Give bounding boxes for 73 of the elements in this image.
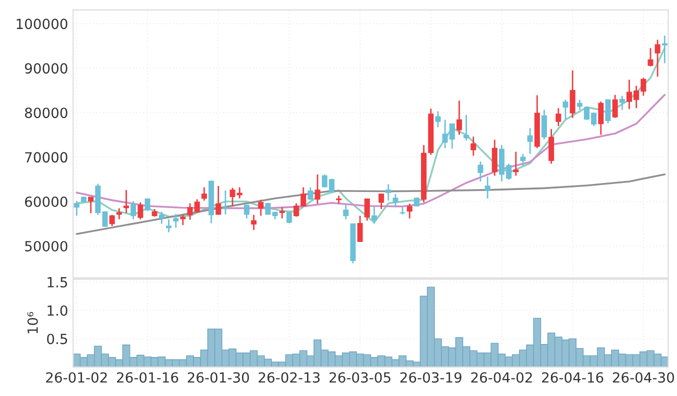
x-tick-label: 26-03-05 [330, 372, 390, 383]
x-tick-label: 26-01-16 [117, 372, 178, 383]
candlestick [314, 174, 320, 204]
y-tick-label: 1.5 [48, 277, 68, 288]
candlestick [556, 107, 562, 127]
candlestick [662, 34, 668, 64]
candlestick [513, 151, 519, 176]
candlestick [378, 192, 384, 210]
candlestick [612, 94, 618, 119]
x-tick-label: 26-04-16 [542, 372, 604, 383]
candlestick [484, 176, 490, 200]
x-tick-label: 26-04-02 [471, 372, 532, 383]
candlestick [123, 189, 130, 214]
candlestick [527, 127, 533, 155]
candlestick [88, 196, 94, 214]
y-tick-label: 100000 [16, 18, 68, 30]
candlestick [357, 215, 363, 243]
y-tick-label: 60000 [25, 196, 68, 207]
y-tick-label: 80000 [25, 108, 68, 118]
candlestick [180, 214, 186, 226]
x-tick-label: 26-03-19 [400, 372, 462, 383]
candlestick [392, 193, 398, 208]
candlestick [216, 185, 222, 216]
candlestick [570, 70, 576, 119]
candlestick [308, 186, 314, 200]
x-tick-label: 26-01-02 [46, 372, 107, 383]
candlestick [562, 99, 568, 120]
candlestick [576, 99, 582, 111]
line-series [76, 173, 666, 235]
candlestick [648, 47, 654, 68]
x-tick-label: 26-04-30 [612, 372, 674, 383]
candlestick [109, 214, 115, 227]
candlestick [138, 202, 144, 220]
candlestick [173, 213, 179, 228]
candlestick [201, 186, 207, 202]
candlestick [364, 198, 370, 222]
candlestick [286, 211, 292, 224]
candlestick [279, 206, 285, 220]
candlestick [492, 139, 498, 176]
candlestick [116, 207, 122, 220]
candlestick [258, 199, 264, 216]
candlestick [130, 200, 136, 220]
candlestick [548, 128, 554, 164]
y-tick-label: 0.5 [47, 334, 68, 344]
candlestick [435, 110, 441, 128]
candlestick [386, 183, 392, 202]
candlestick [244, 204, 250, 220]
x-tick-label: 26-02-13 [258, 372, 320, 383]
y-tick-label: 50000 [25, 240, 68, 252]
candlestick [406, 203, 412, 220]
y-tick-label: 1.0 [48, 305, 68, 316]
candlestick [654, 38, 660, 78]
candlestick [619, 95, 625, 111]
candlestick [222, 190, 228, 216]
candlestick [371, 206, 377, 224]
y-tick-label: 70000 [25, 152, 68, 163]
candlestick [470, 136, 476, 156]
candlestick [541, 109, 547, 140]
candlestick [520, 153, 526, 167]
x-tick-label: 26-01-30 [188, 372, 249, 383]
candlestick [251, 214, 257, 231]
candlestick [166, 218, 172, 233]
y-tick-label: 90000 [24, 63, 68, 74]
candlestick [464, 114, 470, 142]
candlestick [158, 211, 164, 224]
candlestick [605, 98, 611, 124]
candlestick [144, 198, 150, 212]
candlestick [343, 204, 349, 220]
y-axis-title: 10⁶ [27, 312, 38, 334]
candlestick [456, 100, 462, 136]
candlestick [74, 200, 80, 216]
candlestick [478, 160, 484, 182]
candlestick [598, 100, 604, 136]
